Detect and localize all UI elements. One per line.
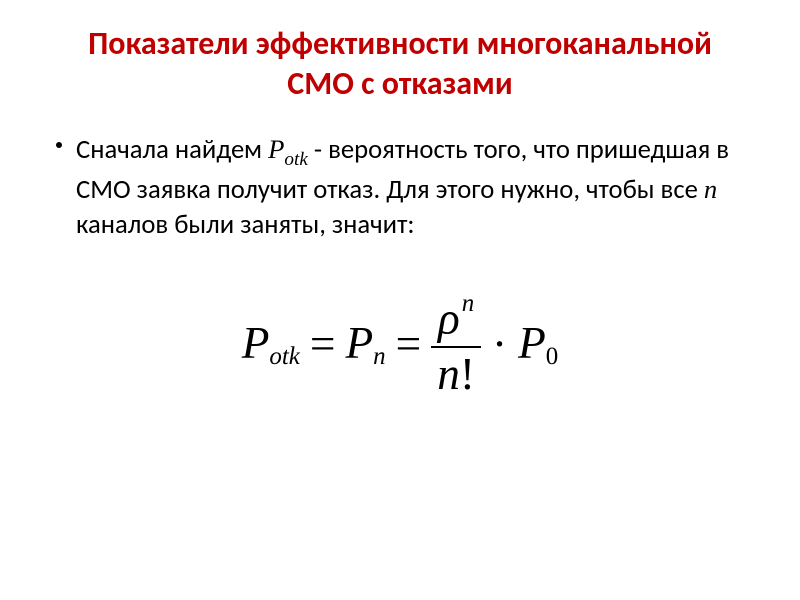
slide: Показатели эффективности многоканальной … xyxy=(0,0,800,600)
formula-area: Potk = Pn = ρn n! · P0 xyxy=(56,291,744,399)
f-fraction: ρn n! xyxy=(431,291,481,399)
inline-P-sub: otk xyxy=(284,149,307,170)
f-eq2: = xyxy=(396,318,422,370)
f-rho-sup: n xyxy=(462,290,474,317)
f-P3-sub: 0 xyxy=(546,344,558,371)
f-num: ρn xyxy=(432,291,480,343)
f-P2-sub: n xyxy=(373,344,385,371)
f-cdot: · xyxy=(492,318,507,370)
body-text: Сначала найдем Potk - вероятность того, … xyxy=(76,132,744,243)
title-line-2: СМО с отказами xyxy=(287,64,512,103)
inline-n: n xyxy=(704,174,717,204)
f-P1-sub: otk xyxy=(269,344,299,371)
f-P3: P0 xyxy=(518,317,558,371)
slide-title: Показатели эффективности многоканальной … xyxy=(56,24,744,104)
title-line-1: Показатели эффективности многоканальной xyxy=(88,24,712,63)
f-P3-sym: P xyxy=(518,318,546,368)
f-fracbar xyxy=(431,346,481,348)
inline-P: P xyxy=(268,134,284,164)
bullet-dot-icon xyxy=(56,142,62,148)
f-P1: Potk xyxy=(242,317,300,371)
f-den-n: n xyxy=(437,349,460,399)
formula: Potk = Pn = ρn n! · P0 xyxy=(242,291,559,399)
f-P1-sym: P xyxy=(242,318,270,368)
text-before-potk: Сначала найдем xyxy=(76,134,268,166)
f-rho: ρ xyxy=(438,293,460,343)
f-den-excl: ! xyxy=(460,349,475,399)
f-den: n! xyxy=(431,351,481,399)
f-P2-sym: P xyxy=(345,318,373,368)
text-after-n: каналов были заняты, значит: xyxy=(76,209,415,241)
f-P2: Pn xyxy=(345,317,385,371)
f-eq1: = xyxy=(310,318,336,370)
bullet-item: Сначала найдем Potk - вероятность того, … xyxy=(56,132,744,243)
